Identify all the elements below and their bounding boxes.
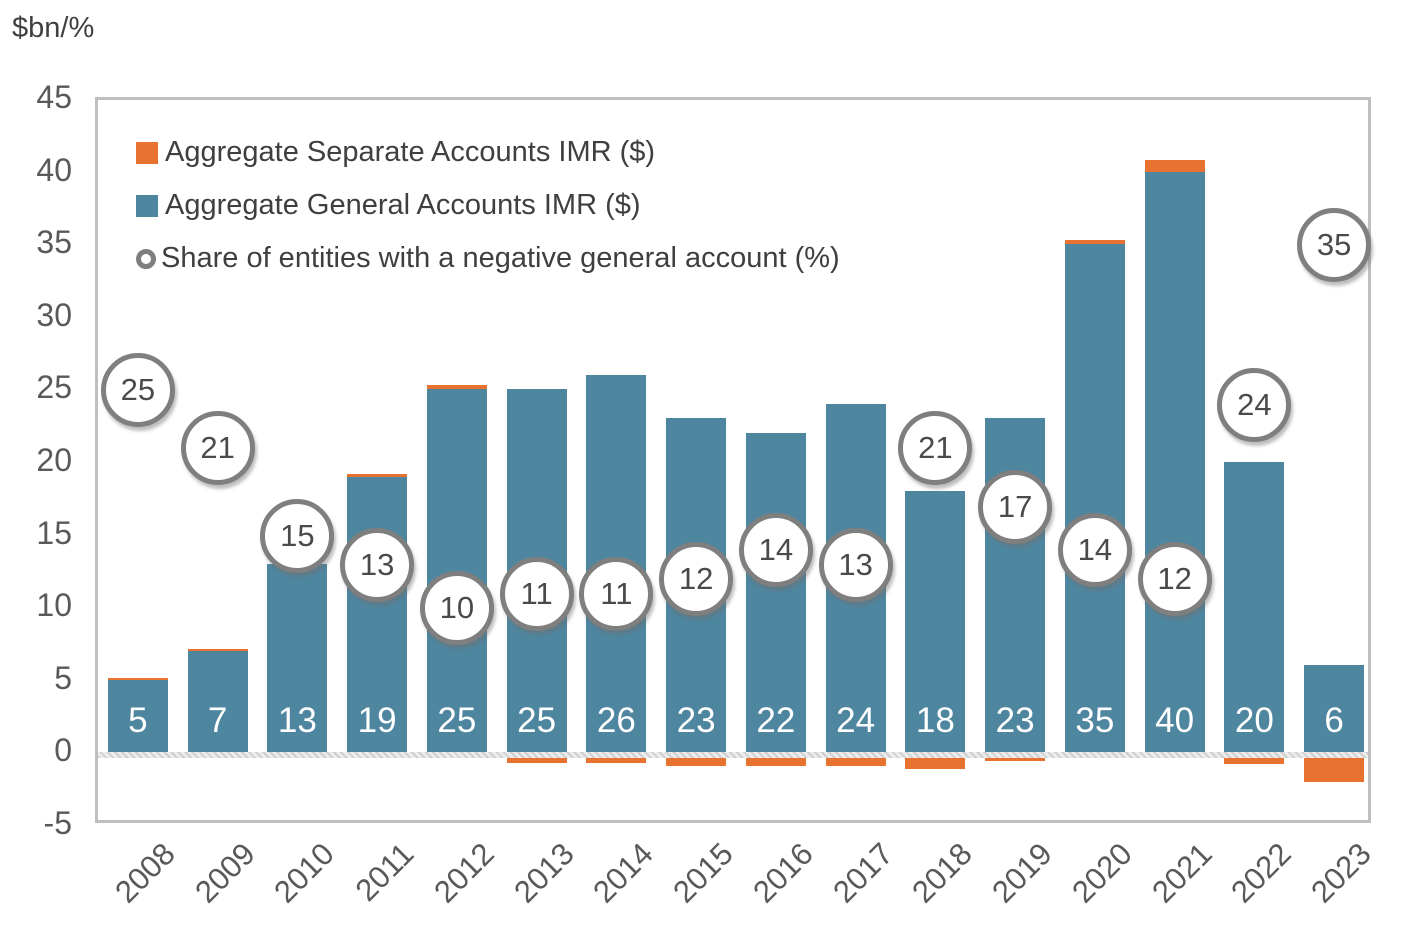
x-tick-2011: 2011: [348, 836, 421, 908]
y-tick-15: 15: [36, 514, 72, 551]
x-tick-2016: 2016: [746, 836, 820, 910]
plot-area: Aggregate Separate Accounts IMR ($) Aggr…: [95, 97, 1372, 823]
x-tick-2022: 2022: [1224, 836, 1299, 910]
bar-separate-2015: [666, 758, 727, 766]
bar-value-label-2016: 22: [756, 701, 796, 741]
share-circle-2015: 12: [659, 542, 734, 617]
y-tick-20: 20: [36, 442, 72, 478]
bar-value-label-2019: 23: [995, 701, 1035, 741]
share-circle-2016: 14: [738, 513, 813, 588]
x-tick-2013: 2013: [506, 836, 581, 910]
x-tick-2021: 2021: [1144, 836, 1219, 910]
bar-separate-2021: [1144, 159, 1205, 172]
y-tick-30: 30: [36, 296, 72, 333]
legend-label-general-accounts: Aggregate General Accounts IMR ($): [165, 189, 641, 221]
bar-value-label-2014: 26: [596, 701, 636, 741]
bar-value-label-2008: 5: [128, 701, 148, 741]
bar-value-label-2010: 13: [277, 701, 317, 741]
share-circle-2021: 12: [1137, 542, 1212, 617]
orange-square-icon: [136, 141, 158, 164]
bar-general-2008: [107, 679, 168, 753]
bar-separate-2011: [347, 473, 408, 477]
y-axis-title: $bn/%: [12, 12, 95, 44]
bar-general-2009: [187, 650, 248, 753]
share-circle-2012: 10: [419, 571, 494, 646]
bar-general-2018: [905, 491, 966, 753]
bar-value-label-2009: 7: [207, 701, 228, 741]
bar-general-2016: [745, 432, 806, 753]
bar-value-label-2022: 20: [1234, 701, 1274, 741]
x-tick-2009: 2009: [187, 836, 262, 910]
bar-separate-2013: [506, 758, 567, 763]
bar-value-label-2021: 40: [1155, 701, 1195, 741]
share-circle-2022: 24: [1217, 367, 1292, 442]
x-tick-2008: 2008: [108, 836, 182, 910]
x-tick-2018: 2018: [905, 836, 980, 910]
blue-square-icon: [136, 194, 158, 217]
bar-value-label-2011: 19: [357, 701, 397, 741]
bar-value-label-2013: 25: [517, 701, 557, 741]
bar-separate-2012: [426, 385, 487, 390]
share-circle-2014: 11: [579, 556, 654, 631]
bar-general-2011: [347, 476, 408, 753]
bar-value-label-2015: 23: [676, 701, 716, 741]
x-tick-2023: 2023: [1304, 836, 1378, 910]
bar-separate-2016: [745, 758, 806, 766]
legend-label-separate-accounts: Aggregate Separate Accounts IMR ($): [165, 136, 656, 168]
share-circle-2017: 13: [818, 527, 893, 602]
share-circle-2019: 17: [978, 469, 1053, 544]
x-tick-2010: 2010: [267, 836, 342, 910]
y-tick-10: 10: [36, 587, 72, 624]
x-tick-2020: 2020: [1065, 836, 1139, 910]
bar-separate-2009: [187, 648, 248, 651]
y-tick-40: 40: [36, 151, 72, 188]
y-tick-0: 0: [54, 732, 72, 769]
y-tick-45: 45: [36, 79, 72, 115]
bar-general-2020: [1064, 244, 1125, 753]
x-tick-2015: 2015: [666, 836, 740, 910]
y-tick-5: 5: [54, 659, 72, 696]
bar-separate-2019: [985, 758, 1046, 762]
legend-item-share-negative: Share of entities with a negative genera…: [136, 232, 840, 285]
bar-value-label-2018: 18: [915, 701, 955, 741]
legend-item-general-accounts: Aggregate General Accounts IMR ($): [136, 179, 840, 232]
share-circle-2008: 25: [100, 353, 175, 428]
legend-item-separate-accounts: Aggregate Separate Accounts IMR ($): [136, 126, 840, 179]
bar-value-label-2023: 6: [1324, 701, 1344, 741]
circle-marker-icon: [136, 248, 156, 269]
bar-general-2022: [1224, 462, 1285, 753]
y-tick-25: 25: [36, 369, 72, 406]
share-circle-2020: 14: [1057, 513, 1132, 588]
share-circle-2011: 13: [340, 527, 415, 602]
bar-separate-2008: [107, 677, 168, 680]
bar-separate-2017: [825, 758, 886, 766]
zero-gridline: [98, 752, 1368, 759]
bar-general-2010: [267, 563, 328, 753]
x-tick-2012: 2012: [427, 836, 501, 910]
bar-separate-2023: [1304, 758, 1365, 782]
bar-separate-2020: [1064, 239, 1125, 245]
share-circle-2010: 15: [260, 498, 335, 573]
y-tick--5: -5: [43, 805, 72, 841]
bar-value-label-2020: 35: [1075, 701, 1115, 741]
bar-general-2012: [426, 389, 487, 753]
bar-separate-2018: [905, 758, 966, 769]
bar-separate-2022: [1224, 758, 1285, 765]
bar-general-2021: [1144, 171, 1205, 753]
share-circle-2013: 11: [499, 556, 574, 631]
share-circle-2018: 21: [898, 411, 973, 486]
x-tick-2017: 2017: [825, 836, 900, 910]
bar-separate-2014: [586, 758, 647, 764]
x-tick-2019: 2019: [985, 836, 1059, 910]
share-circle-2023: 35: [1297, 208, 1372, 283]
legend: Aggregate Separate Accounts IMR ($) Aggr…: [136, 126, 840, 285]
bar-general-2023: [1304, 665, 1365, 753]
legend-label-share-negative: Share of entities with a negative genera…: [161, 242, 840, 274]
share-circle-2009: 21: [180, 411, 255, 486]
bar-value-label-2017: 24: [836, 701, 876, 741]
bar-value-label-2012: 25: [437, 701, 477, 741]
x-tick-2014: 2014: [586, 836, 661, 910]
y-tick-35: 35: [36, 224, 72, 261]
